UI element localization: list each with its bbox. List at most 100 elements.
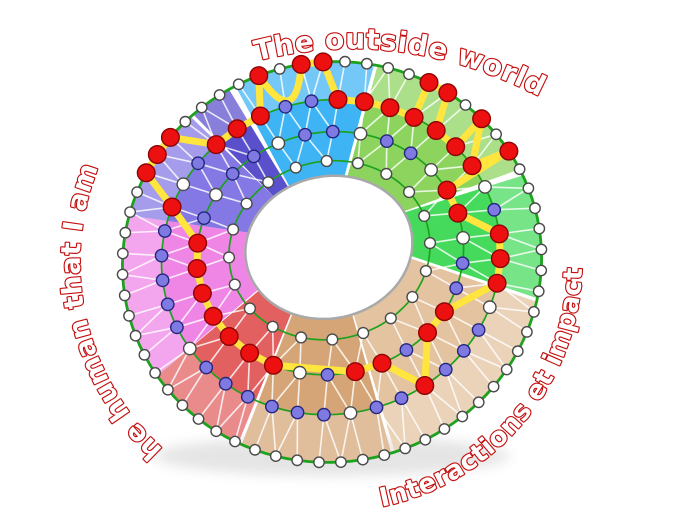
node-white-r4-4: [320, 154, 333, 168]
node-purple-r3-3: [403, 146, 418, 161]
node-white-r1-34: [161, 383, 174, 396]
node-red-r3-1: [437, 180, 457, 200]
mesh-lines: [122, 61, 542, 463]
node-purple-r2-20: [160, 297, 175, 312]
node-purple-r2-23: [199, 360, 214, 375]
node-white-r1-55: [528, 305, 540, 318]
node-white-r1-6: [459, 99, 472, 111]
node-red-r2-11: [250, 106, 270, 126]
node-purple-r2-17: [157, 224, 172, 238]
node-red-r1-16: [249, 66, 269, 86]
node-purple-r2-30: [369, 400, 384, 415]
node-white-r4-18: [419, 265, 433, 278]
node-white-r1-38: [229, 435, 241, 448]
node-red-r3-23: [372, 353, 392, 373]
node-white-r1-49: [456, 410, 469, 423]
node-white-r1-59: [533, 222, 546, 235]
node-white-r3-8: [271, 136, 286, 151]
node-white-r3-20: [292, 365, 307, 380]
node-purple-r2-25: [240, 389, 255, 404]
node-white-r3-2: [424, 162, 438, 177]
node-purple-r3-7: [298, 127, 312, 142]
node-white-r4-14: [326, 333, 339, 346]
node-purple-r3-24: [399, 343, 414, 357]
node-white-r1-39: [249, 443, 261, 456]
node-white-r1-45: [378, 449, 391, 461]
ring-outline-r1: [120, 60, 544, 464]
node-red-r1-21: [160, 127, 180, 147]
node-purple-r3-9: [246, 149, 261, 164]
node-white-r3-11: [208, 187, 223, 202]
node-white-r4-12: [266, 320, 279, 333]
node-red-r3-22: [345, 362, 365, 382]
node-purple-r2-27: [290, 405, 305, 420]
node-white-r4-2: [380, 167, 393, 181]
node-white-r3-5: [353, 126, 368, 141]
node-white-r4-19: [423, 237, 437, 250]
node-white-r1-32: [138, 348, 151, 361]
node-red-r1-8: [419, 72, 439, 92]
node-white-r1-54: [521, 325, 533, 338]
node-red-r1-3: [499, 141, 519, 161]
node-white-r4-8: [227, 223, 240, 236]
node-purple-r3-4: [379, 134, 394, 149]
node-red-r1-23: [136, 163, 156, 183]
node-white-r2-29: [343, 406, 358, 420]
node-white-r4-5: [289, 161, 302, 174]
node-purple-r2-18: [154, 248, 169, 263]
node-red-r2-8: [328, 89, 348, 109]
node-red-r3-17: [219, 327, 239, 347]
node-red-r1-14: [291, 54, 311, 74]
node-red-r3-13: [188, 233, 208, 253]
node-white-r4-7: [240, 197, 253, 210]
node-purple-r3-27: [449, 281, 464, 296]
node-white-r1-24: [131, 186, 144, 199]
node-red-r2-39: [489, 224, 509, 244]
node-purple-r2-31: [394, 391, 409, 406]
node-white-r4-3: [351, 157, 365, 170]
node-red-r2-38: [490, 249, 510, 269]
node-purple-r2-28: [316, 407, 331, 422]
node-red-r2-13: [206, 135, 226, 155]
node-purple-r2-9: [304, 94, 319, 109]
node-white-r1-40: [269, 450, 282, 462]
node-white-r1-50: [472, 396, 485, 409]
node-white-r1-43: [334, 456, 347, 468]
node-white-r1-33: [149, 366, 162, 379]
node-purple-r2-33: [438, 362, 453, 377]
node-white-r4-16: [384, 312, 397, 325]
node-purple-r2-21: [169, 320, 184, 335]
node-white-r1-26: [119, 226, 132, 239]
node-white-r4-17: [406, 290, 419, 304]
node-white-r1-31: [129, 329, 142, 342]
node-white-r4-0: [418, 209, 431, 223]
node-red-r2-5: [404, 107, 424, 127]
node-white-r1-30: [123, 309, 135, 322]
mesh: [122, 61, 542, 463]
node-white-r2-15: [176, 177, 191, 192]
node-red-r2-3: [446, 137, 466, 157]
node-white-r1-41: [291, 454, 304, 467]
node-white-r1-51: [487, 380, 500, 393]
node-red-r1-13: [313, 52, 333, 72]
node-white-r1-28: [116, 268, 129, 281]
node-purple-r2-19: [155, 273, 170, 288]
node-white-r4-11: [243, 302, 257, 315]
node-purple-r3-6: [325, 124, 340, 139]
node-white-r1-56: [532, 285, 545, 298]
center-hole: [244, 174, 414, 321]
sector-red: [157, 290, 292, 443]
node-red-r2-7: [354, 92, 374, 112]
node-white-r1-12: [339, 55, 351, 68]
node-white-r1-19: [195, 101, 208, 114]
node-white-r1-1: [522, 182, 535, 195]
nodes: [116, 52, 548, 469]
node-red-r1-5: [472, 109, 492, 129]
node-purple-r2-24: [218, 376, 233, 391]
node-white-r1-53: [511, 345, 524, 358]
hole: [244, 174, 414, 321]
node-white-r3-29: [456, 230, 470, 245]
node-white-r1-4: [490, 128, 502, 141]
